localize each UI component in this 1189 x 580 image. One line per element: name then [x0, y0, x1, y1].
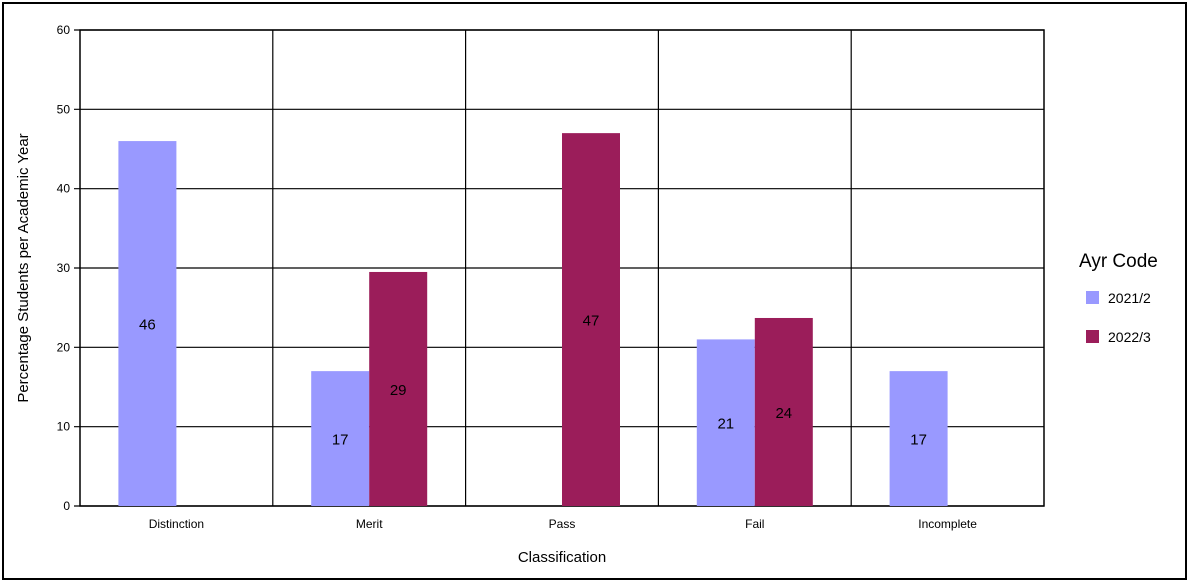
- x-axis-title: Classification: [518, 549, 606, 566]
- y-tick-label: 40: [57, 182, 71, 196]
- bar-2022-3-merit: [369, 271, 428, 506]
- data-label: 29: [390, 382, 407, 399]
- y-tick-label: 60: [57, 23, 71, 37]
- legend: 2021/2 2022/3: [1086, 290, 1151, 345]
- legend-swatch: [1086, 330, 1099, 343]
- legend-title: Ayr Code: [1079, 251, 1158, 272]
- x-tick-label: Fail: [745, 517, 764, 531]
- y-axis-title: Percentage Students per Academic Year: [15, 133, 32, 402]
- bar-chart: 46 17 29 47 21 24 17 0 10 20 30 40 50 60 Distinction M…: [15, 23, 1158, 566]
- x-tick-label: Merit: [356, 517, 383, 531]
- y-tick-label: 20: [57, 340, 71, 354]
- y-tick-label: 0: [63, 499, 70, 513]
- data-label: 24: [775, 405, 792, 422]
- bar-2021-2-incomplete: [889, 371, 948, 506]
- bar-2022-3-fail: [754, 317, 813, 506]
- x-tick-label: Pass: [549, 517, 576, 531]
- bar-2022-3-pass: [562, 133, 620, 506]
- y-tick-label: 30: [57, 261, 71, 275]
- legend-item-label: 2022/3: [1108, 329, 1151, 345]
- bar-2021-2-distinction: [118, 141, 177, 507]
- bar-2021-2-merit: [311, 371, 370, 506]
- data-label: 47: [583, 313, 600, 330]
- x-tick-label: Distinction: [149, 517, 204, 531]
- data-label: 17: [910, 432, 927, 449]
- data-label: 21: [717, 416, 734, 433]
- y-tick-label: 10: [57, 420, 71, 434]
- legend-item-label: 2021/2: [1108, 290, 1151, 306]
- y-tick-label: 50: [57, 102, 71, 116]
- data-label: 46: [139, 317, 156, 334]
- data-label: 17: [332, 432, 349, 449]
- x-tick-label: Incomplete: [918, 517, 977, 531]
- legend-swatch: [1086, 291, 1099, 304]
- bar-2021-2-fail: [696, 339, 755, 506]
